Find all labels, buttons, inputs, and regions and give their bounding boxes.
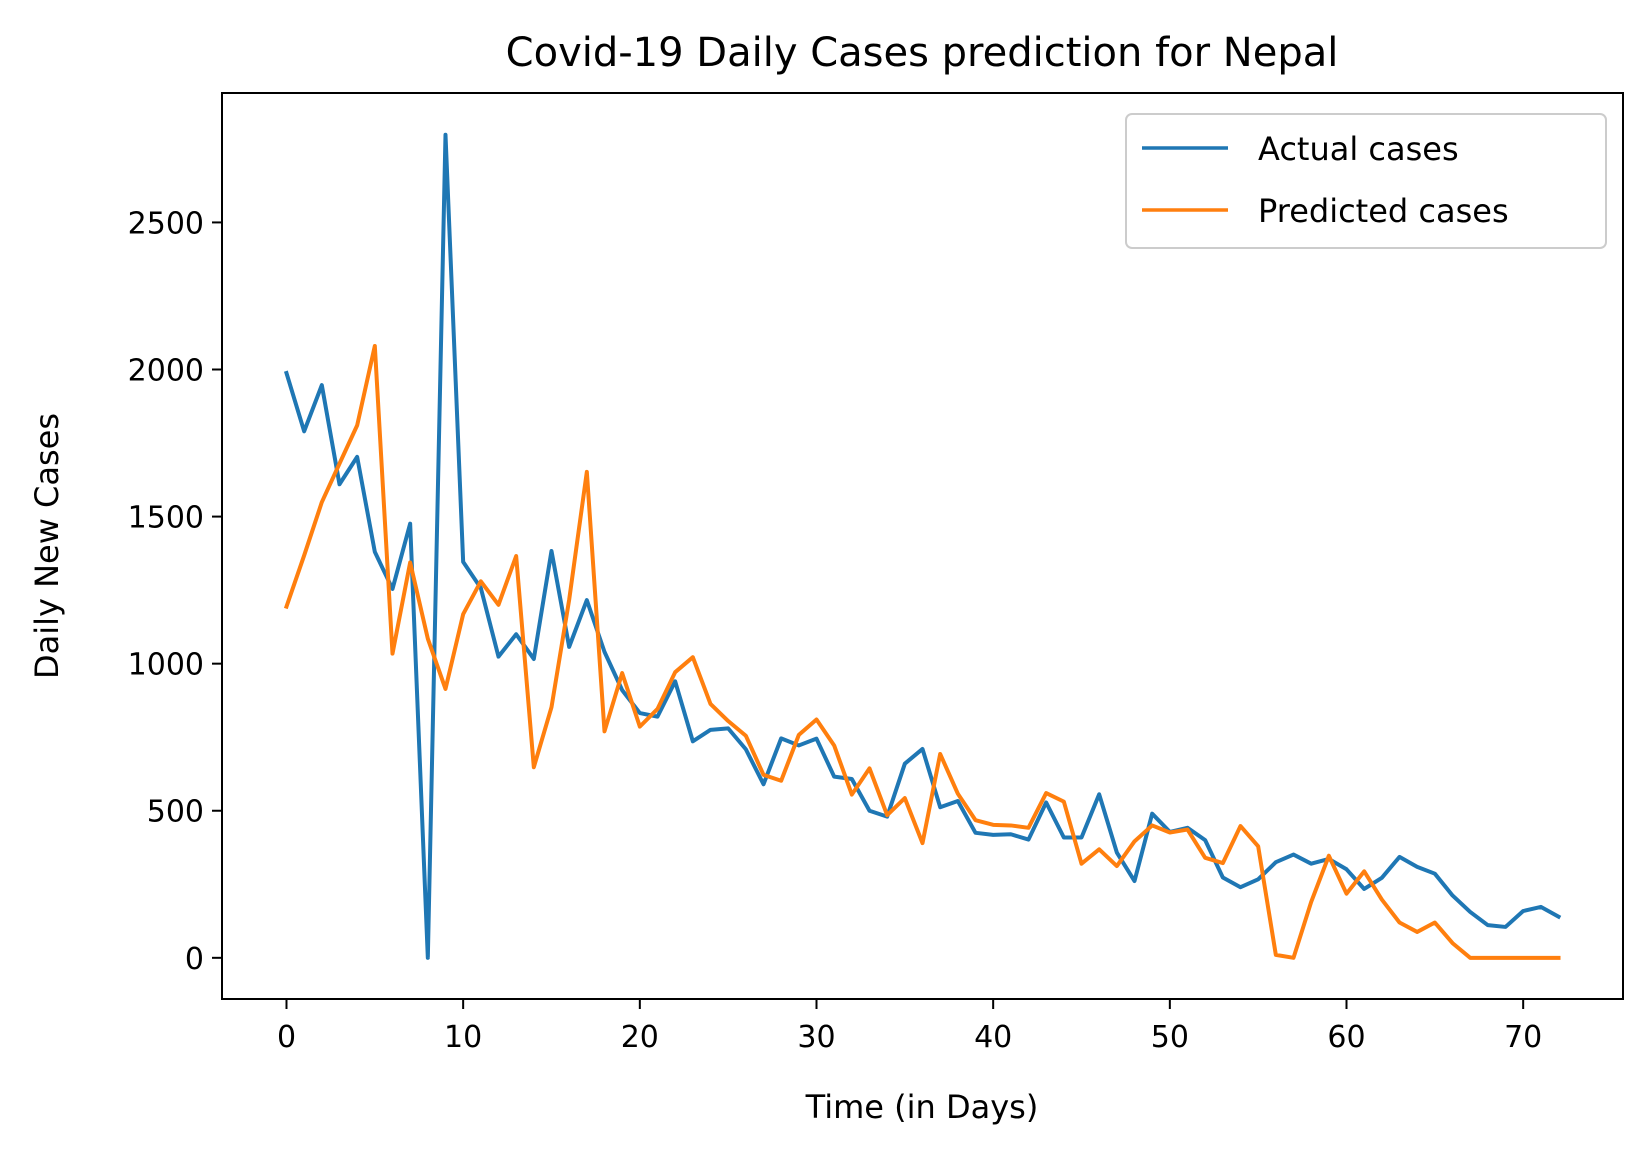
x-tick-label: 60 — [1327, 1020, 1365, 1055]
legend-box — [1125, 113, 1607, 249]
y-tick-label: 2500 — [128, 206, 204, 241]
legend: Actual cases Predicted cases — [1125, 113, 1607, 249]
x-tick-label: 30 — [797, 1020, 835, 1055]
legend-label-predicted: Predicted cases — [1258, 192, 1509, 230]
series-line-predicted — [283, 343, 1561, 960]
plot-area — [221, 92, 1624, 1000]
x-tick-label: 10 — [444, 1020, 482, 1055]
y-tick-label: 500 — [147, 795, 204, 830]
x-tick-label: 0 — [277, 1020, 296, 1055]
x-tick-label: 70 — [1504, 1020, 1542, 1055]
x-tick-label: 40 — [974, 1020, 1012, 1055]
x-axis-label: Time (in Days) — [805, 1088, 1039, 1126]
series-layer — [283, 132, 1562, 960]
y-tick-label: 2000 — [128, 354, 204, 389]
x-axis: 0 10 20 30 40 50 60 70 — [277, 999, 1542, 1055]
x-tick-label: 20 — [621, 1020, 659, 1055]
y-axis-label: Daily New Cases — [28, 413, 66, 679]
chart-title: Covid-19 Daily Cases prediction for Nepa… — [506, 30, 1339, 76]
x-tick-label: 50 — [1151, 1020, 1189, 1055]
y-tick-label: 0 — [185, 942, 204, 977]
plot-frame — [221, 92, 1624, 1000]
legend-label-actual: Actual cases — [1258, 130, 1459, 168]
y-tick-label: 1500 — [128, 501, 204, 536]
y-axis: 0 500 1000 1500 2000 2500 — [128, 206, 222, 977]
y-tick-label: 1000 — [128, 648, 204, 683]
series-line-actual — [283, 132, 1562, 960]
